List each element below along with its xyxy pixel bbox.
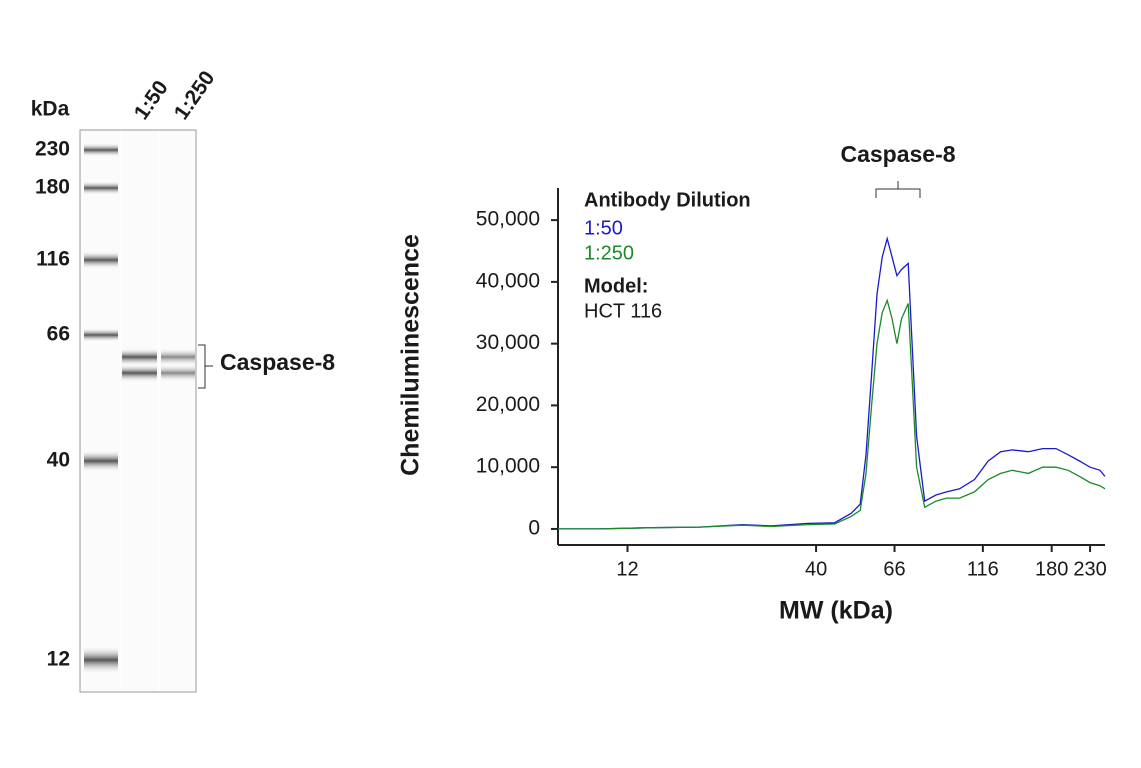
x-tick-label: 180 bbox=[1035, 558, 1068, 580]
gel-frame bbox=[79, 129, 197, 693]
band-bracket bbox=[198, 344, 213, 389]
ladder-band bbox=[84, 251, 118, 269]
x-tick-label: 230 bbox=[1073, 558, 1106, 580]
marker-label: 230 bbox=[35, 138, 70, 161]
gel-unit: kDa bbox=[31, 98, 70, 121]
marker-label: 40 bbox=[47, 449, 70, 472]
y-tick-label: 20,000 bbox=[476, 393, 540, 416]
model-label: Model: bbox=[584, 275, 648, 297]
y-tick-label: 30,000 bbox=[476, 331, 540, 354]
y-tick-label: 0 bbox=[528, 516, 540, 539]
marker-label: 116 bbox=[36, 248, 70, 271]
lane-label: 1:250 bbox=[170, 67, 220, 124]
y-tick-label: 50,000 bbox=[476, 208, 540, 231]
marker-label: 180 bbox=[35, 176, 70, 199]
lane-label: 1:50 bbox=[130, 76, 173, 124]
annotation: Caspase-8 bbox=[840, 141, 955, 167]
x-tick-label: 66 bbox=[883, 558, 905, 580]
ladder-band bbox=[84, 450, 118, 472]
series-line bbox=[558, 298, 1106, 530]
legend-entry: 1:50 bbox=[584, 217, 623, 239]
y-axis-title: Chemiluminescence bbox=[397, 234, 425, 476]
lane-sep bbox=[120, 131, 121, 691]
annotation-bracket bbox=[875, 181, 921, 198]
marker-label: 66 bbox=[47, 323, 70, 346]
sample-band bbox=[161, 364, 195, 382]
sample-band bbox=[161, 348, 195, 366]
x-axis-title: MW (kDa) bbox=[779, 597, 893, 625]
legend-entry: 1:250 bbox=[584, 242, 634, 264]
series-line bbox=[558, 236, 1106, 530]
lane-sep bbox=[158, 131, 160, 691]
x-tick-label: 12 bbox=[616, 558, 638, 580]
y-tick-label: 40,000 bbox=[476, 269, 540, 292]
ladder-band bbox=[84, 143, 118, 157]
gel: kDa 1:50 1:250 230 180 116 66 40 12 Casp… bbox=[31, 67, 335, 693]
ladder-band bbox=[84, 328, 118, 342]
model: HCT 116 bbox=[584, 300, 662, 322]
band-label: Caspase-8 bbox=[220, 349, 335, 375]
y-tick-label: 10,000 bbox=[476, 455, 540, 478]
x-tick-label: 40 bbox=[805, 558, 827, 580]
legend-title: Antibody Dilution bbox=[584, 189, 751, 211]
ladder-band bbox=[84, 181, 118, 195]
sample-band bbox=[122, 348, 157, 366]
sample-band bbox=[122, 364, 157, 382]
x-tick-label: 116 bbox=[967, 558, 999, 580]
marker-label: 12 bbox=[47, 648, 70, 671]
ladder-band bbox=[84, 646, 118, 674]
